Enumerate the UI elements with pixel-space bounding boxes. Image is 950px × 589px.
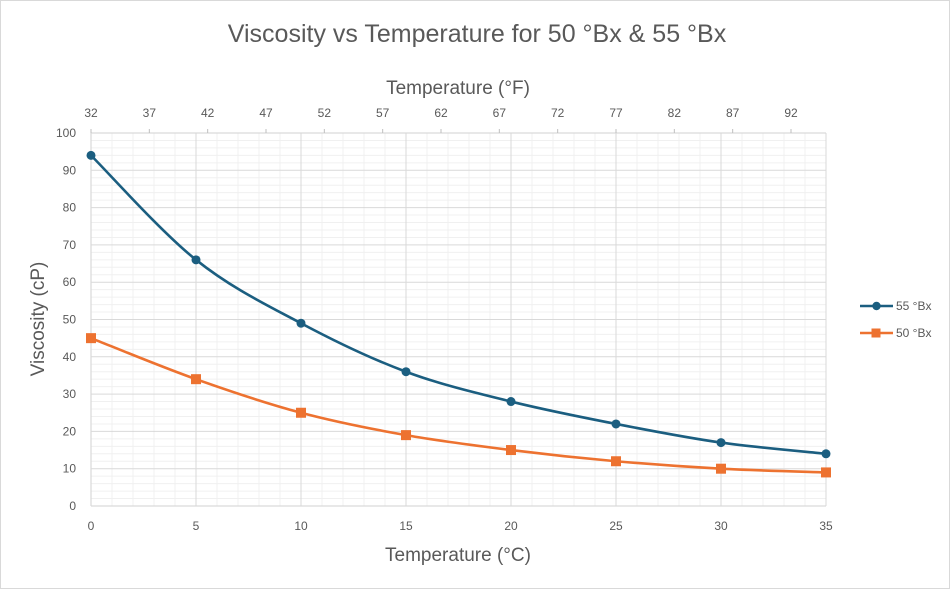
x2-tick-label: 82 <box>668 106 682 120</box>
y-tick-label: 40 <box>63 350 77 364</box>
y-tick-label: 90 <box>63 163 77 177</box>
data-point <box>506 397 516 407</box>
data-point <box>716 463 726 474</box>
y-tick-label: 70 <box>63 238 77 252</box>
data-point <box>821 449 831 459</box>
series-group <box>86 150 831 478</box>
x-axis-title: Temperature (°C) <box>385 545 531 566</box>
data-point <box>191 374 201 385</box>
y-axis-title: Viscosity (cP) <box>28 262 49 377</box>
axes <box>90 132 826 507</box>
y-axis-ticks: 0 10 20 30 40 50 60 70 80 90 100 <box>56 126 76 513</box>
y-tick-label: 50 <box>63 313 77 327</box>
x2-tick-label: 32 <box>84 106 98 120</box>
data-point <box>401 430 411 441</box>
y-tick-label: 80 <box>63 201 77 215</box>
data-point <box>611 419 621 429</box>
x-tick-label: 25 <box>609 519 623 533</box>
legend-item: 50 °Bx <box>860 326 931 340</box>
x-tick-label: 20 <box>504 519 518 533</box>
x2-tick-label: 57 <box>376 106 390 120</box>
x-tick-label: 5 <box>193 519 200 533</box>
series-55-bx <box>86 150 831 459</box>
data-point <box>821 467 831 478</box>
data-point <box>296 407 306 418</box>
legend-label: 50 °Bx <box>896 326 931 340</box>
data-point <box>191 255 201 265</box>
x-tick-label: 35 <box>819 519 833 533</box>
data-point <box>611 456 621 467</box>
data-point <box>86 150 96 160</box>
data-point <box>86 333 96 344</box>
x2-tick-label: 77 <box>609 106 623 120</box>
x2-tick-label: 42 <box>201 106 215 120</box>
x-tick-label: 30 <box>714 519 728 533</box>
legend-marker-circle-icon <box>872 301 881 311</box>
x-tick-label: 10 <box>294 519 308 533</box>
x-tick-label: 15 <box>399 519 413 533</box>
x2-tick-label: 37 <box>143 106 157 120</box>
x-axis-ticks: 0 5 10 15 20 25 30 35 <box>88 519 833 533</box>
y-tick-label: 60 <box>63 275 77 289</box>
y-tick-label: 100 <box>56 126 76 140</box>
series-50-bx <box>86 333 831 478</box>
y-tick-label: 10 <box>63 462 77 476</box>
x2-tick-label: 47 <box>259 106 273 120</box>
x2-tick-label: 72 <box>551 106 565 120</box>
x2-tick-label: 92 <box>784 106 798 120</box>
data-point <box>716 438 726 448</box>
x2-axis-title: Temperature (°F) <box>386 78 530 99</box>
x2-tick-label: 52 <box>318 106 332 120</box>
legend-label: 55 °Bx <box>896 299 931 313</box>
x-tick-label: 0 <box>88 519 95 533</box>
y-tick-label: 20 <box>63 424 77 438</box>
chart-title: Viscosity vs Temperature for 50 °Bx & 55… <box>228 20 727 48</box>
y-tick-label: 0 <box>69 499 76 513</box>
y-tick-label: 30 <box>63 387 77 401</box>
legend-marker-square-icon <box>871 328 881 338</box>
data-point <box>296 318 306 328</box>
x2-tick-label: 62 <box>434 106 448 120</box>
x2-axis-ticks: 32 37 42 47 52 57 62 67 72 77 82 87 92 <box>84 106 798 133</box>
x2-tick-label: 67 <box>493 106 507 120</box>
data-point <box>401 367 411 377</box>
x2-tick-label: 87 <box>726 106 740 120</box>
legend: 55 °Bx 50 °Bx <box>860 299 931 340</box>
data-point <box>506 445 516 456</box>
major-gridlines <box>90 132 827 507</box>
legend-item: 55 °Bx <box>860 299 931 313</box>
series-line <box>90 336 827 474</box>
